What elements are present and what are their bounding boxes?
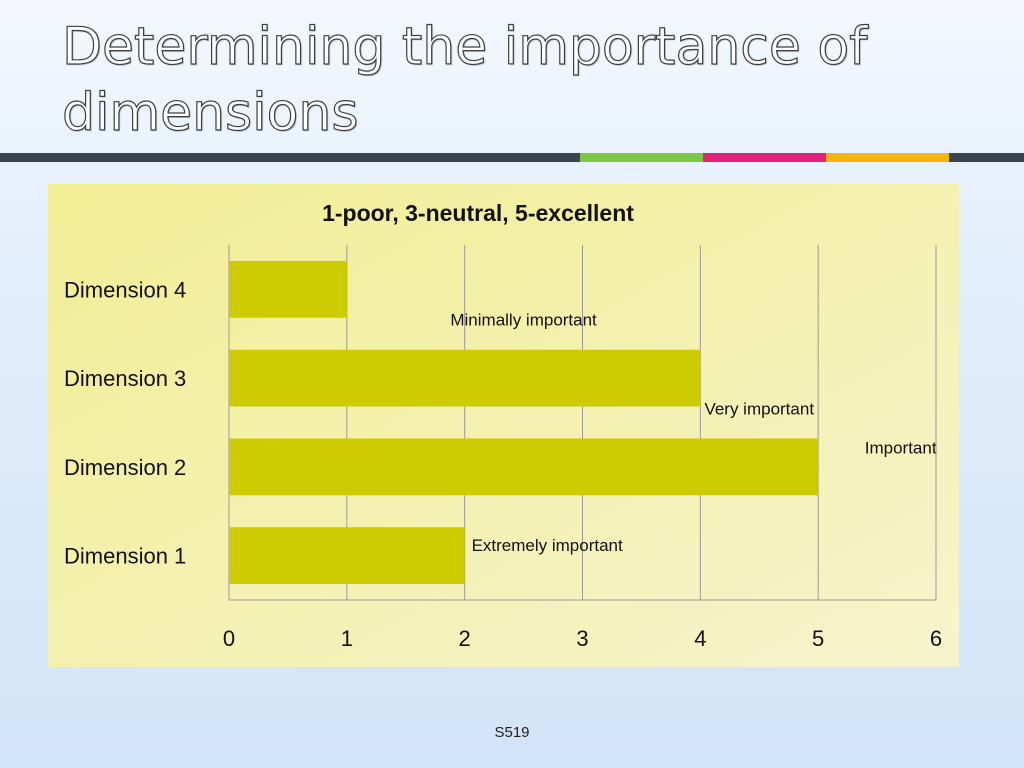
- divider-segment-pink: [703, 153, 826, 162]
- divider-segment-dark: [0, 153, 580, 162]
- slide-number: S519: [494, 724, 530, 741]
- x-tick-label: 6: [930, 626, 942, 651]
- bar: [229, 260, 347, 318]
- slide-title: Determining the importance of dimensions: [61, 16, 868, 143]
- category-label: Dimension 1: [64, 544, 186, 569]
- x-tick-label: 4: [694, 626, 706, 651]
- category-label: Dimension 4: [64, 277, 186, 302]
- annotation-label: Minimally important: [450, 311, 597, 330]
- category-label: Dimension 2: [64, 455, 186, 480]
- bar: [229, 349, 701, 407]
- x-tick-label: 5: [812, 626, 824, 651]
- bar-chart: 1-poor, 3-neutral, 5-excellent 0 1 2 3 4 5 6 Di…: [64, 200, 942, 651]
- bar: [229, 438, 819, 496]
- title-divider: [0, 153, 1024, 162]
- x-tick-label: 3: [576, 626, 588, 651]
- divider-segment-dark-end: [949, 153, 1024, 162]
- chart-panel: 1-poor, 3-neutral, 5-excellent 0 1 2 3 4 5 6 Di…: [48, 184, 959, 667]
- divider-segment-orange: [826, 153, 949, 162]
- annotation-label: Extremely important: [472, 536, 623, 555]
- divider-segment-green: [580, 153, 703, 162]
- x-tick-label: 2: [459, 626, 471, 651]
- category-label: Dimension 3: [64, 366, 186, 391]
- chart-title: 1-poor, 3-neutral, 5-excellent: [322, 200, 634, 226]
- annotation-label: Very important: [704, 399, 814, 418]
- x-tick-label: 0: [223, 626, 235, 651]
- x-tick-label: 1: [341, 626, 353, 651]
- annotation-label: Important: [865, 438, 937, 457]
- bar: [229, 527, 465, 585]
